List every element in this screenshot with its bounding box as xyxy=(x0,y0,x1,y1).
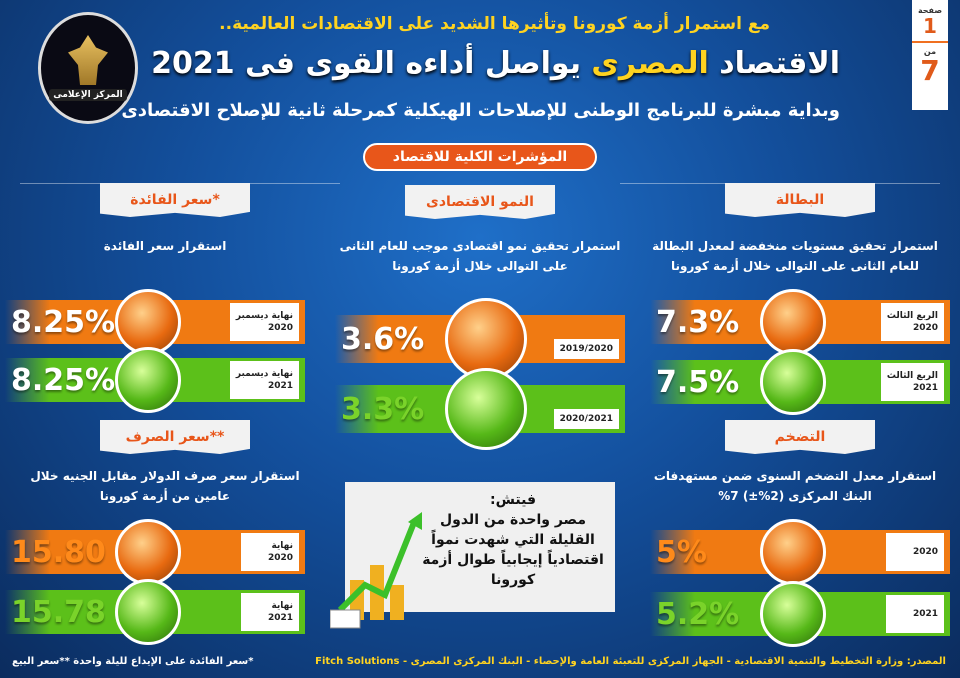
unemployment-row-2020: 7.3% الربع الثالث 2020 xyxy=(650,289,950,355)
value: 3.6% xyxy=(341,321,425,357)
year: 2021 xyxy=(267,613,293,623)
year: 2020 xyxy=(912,323,938,333)
title-part2: يواصل أداءه القوى فى 2021 xyxy=(151,46,581,81)
orange-ball-icon xyxy=(760,289,826,355)
unemployment-desc: استمرار تحقيق مستويات منخفضة لمعدل البطا… xyxy=(652,239,938,273)
inflation-row-2020: 5% 2020 xyxy=(650,519,950,585)
value: 5% xyxy=(656,534,707,570)
value: 15.80 xyxy=(11,534,106,570)
value: 3.3% xyxy=(341,391,425,427)
label: نهاية ديسمبر xyxy=(235,311,293,321)
row-label: 2020/2021 xyxy=(553,409,619,429)
growth-desc: استمرار تحقيق نمو اقتصادى موجب للعام الث… xyxy=(339,239,621,273)
inflation-row-2021: 5.2% 2021 xyxy=(650,581,950,647)
year: 2021 xyxy=(912,383,938,393)
green-ball-icon xyxy=(115,347,181,413)
row-label: نهاية 2021 xyxy=(241,593,299,631)
row-label: نهاية ديسمبر 2020 xyxy=(229,303,299,341)
section-title: المؤشرات الكلية للاقتصاد xyxy=(363,143,597,171)
growth-row-2021: 3.3% 2020/2021 xyxy=(335,368,625,450)
value: 7.5% xyxy=(656,364,740,400)
media-center-logo: المركز الإعلامى xyxy=(38,12,138,124)
row-label: الربع الثالث 2021 xyxy=(880,363,944,401)
interest-row-2021: 8.25% نهاية ديسمبر 2021 xyxy=(5,347,305,413)
row-label: 2019/2020 xyxy=(553,339,619,359)
subtitle-top: مع استمرار أزمة كورونا وتأثيرها الشديد ع… xyxy=(219,14,770,34)
exchange-desc: استقرار سعر صرف الدولار مقابل الجنيه خلا… xyxy=(30,469,300,503)
page-current: 1 xyxy=(923,14,937,38)
green-ball-icon xyxy=(760,581,826,647)
value: 8.25% xyxy=(11,304,116,340)
title-part1: الاقتصاد xyxy=(719,46,840,81)
orange-ball-icon xyxy=(445,298,527,380)
year: 2021 xyxy=(267,381,293,391)
title-highlight: المصرى xyxy=(591,46,709,81)
growth-header: النمو الاقتصادى xyxy=(405,185,555,219)
year: 2020/2021 xyxy=(559,414,613,424)
year: 2020 xyxy=(267,323,293,333)
exchange-header: سعر الصرف** xyxy=(100,420,250,454)
page-indicator: صفحة 1 من 7 xyxy=(912,0,948,110)
value: 15.78 xyxy=(11,594,106,630)
year: 2020 xyxy=(912,547,938,557)
row-label: 2020 xyxy=(886,533,944,571)
interest-row-2020: 8.25% نهاية ديسمبر 2020 xyxy=(5,289,305,355)
page-title: الاقتصاد المصرى يواصل أداءه القوى فى 202… xyxy=(151,46,840,81)
orange-ball-icon xyxy=(115,289,181,355)
label: نهاية ديسمبر xyxy=(235,369,293,379)
unemployment-header: البطالة xyxy=(725,183,875,217)
value: 8.25% xyxy=(11,362,116,398)
label: نهاية xyxy=(271,601,293,611)
footer-notes: *سعر الفائدة على الإيداع لليلة واحدة **س… xyxy=(12,656,254,667)
row-label: نهاية ديسمبر 2021 xyxy=(229,361,299,399)
unemployment-row-2021: 7.5% الربع الثالث 2021 xyxy=(650,349,950,415)
row-label: نهاية 2020 xyxy=(241,533,299,571)
green-ball-icon xyxy=(760,349,826,415)
row-label: 2021 xyxy=(886,595,944,633)
orange-ball-icon xyxy=(115,519,181,585)
page-label: صفحة xyxy=(917,6,943,15)
value: 5.2% xyxy=(656,596,740,632)
exchange-row-2021: 15.78 نهاية 2021 xyxy=(5,579,305,645)
growth-chart-illustration-icon xyxy=(330,512,422,629)
subtitle-bottom: وبداية مبشرة للبرنامج الوطنى للإصلاحات ا… xyxy=(121,100,840,121)
logo-text: المركز الإعلامى xyxy=(49,89,127,101)
orange-ball-icon xyxy=(760,519,826,585)
growth-row-2020: 3.6% 2019/2020 xyxy=(335,298,625,380)
footer-source: المصدر: وزارة التخطيط والتنمية الاقتصادي… xyxy=(315,656,946,667)
page-total: 7 xyxy=(920,54,940,87)
label: الربع الثالث xyxy=(886,371,938,381)
green-ball-icon xyxy=(445,368,527,450)
inflation-desc: استقرار معدل التضخم السنوى ضمن مستهدفات … xyxy=(653,469,937,503)
eagle-emblem-icon xyxy=(68,35,108,85)
label: نهاية xyxy=(271,541,293,551)
year: 2020 xyxy=(267,553,293,563)
interest-header: سعر الفائدة* xyxy=(100,183,250,217)
interest-desc: استقرار سعر الفائدة xyxy=(103,239,227,253)
label: الربع الثالث xyxy=(886,311,938,321)
page-of: من xyxy=(912,41,948,56)
year: 2019/2020 xyxy=(559,344,613,354)
fitch-text: مصر واحدة من الدول القليلة التي شهدت نمو… xyxy=(422,512,604,588)
value: 7.3% xyxy=(656,304,740,340)
fitch-title: فيتش: xyxy=(490,492,536,508)
green-ball-icon xyxy=(115,579,181,645)
exchange-row-2020: 15.80 نهاية 2020 xyxy=(5,519,305,585)
row-label: الربع الثالث 2020 xyxy=(880,303,944,341)
year: 2021 xyxy=(912,609,938,619)
inflation-header: التضخم xyxy=(725,420,875,454)
